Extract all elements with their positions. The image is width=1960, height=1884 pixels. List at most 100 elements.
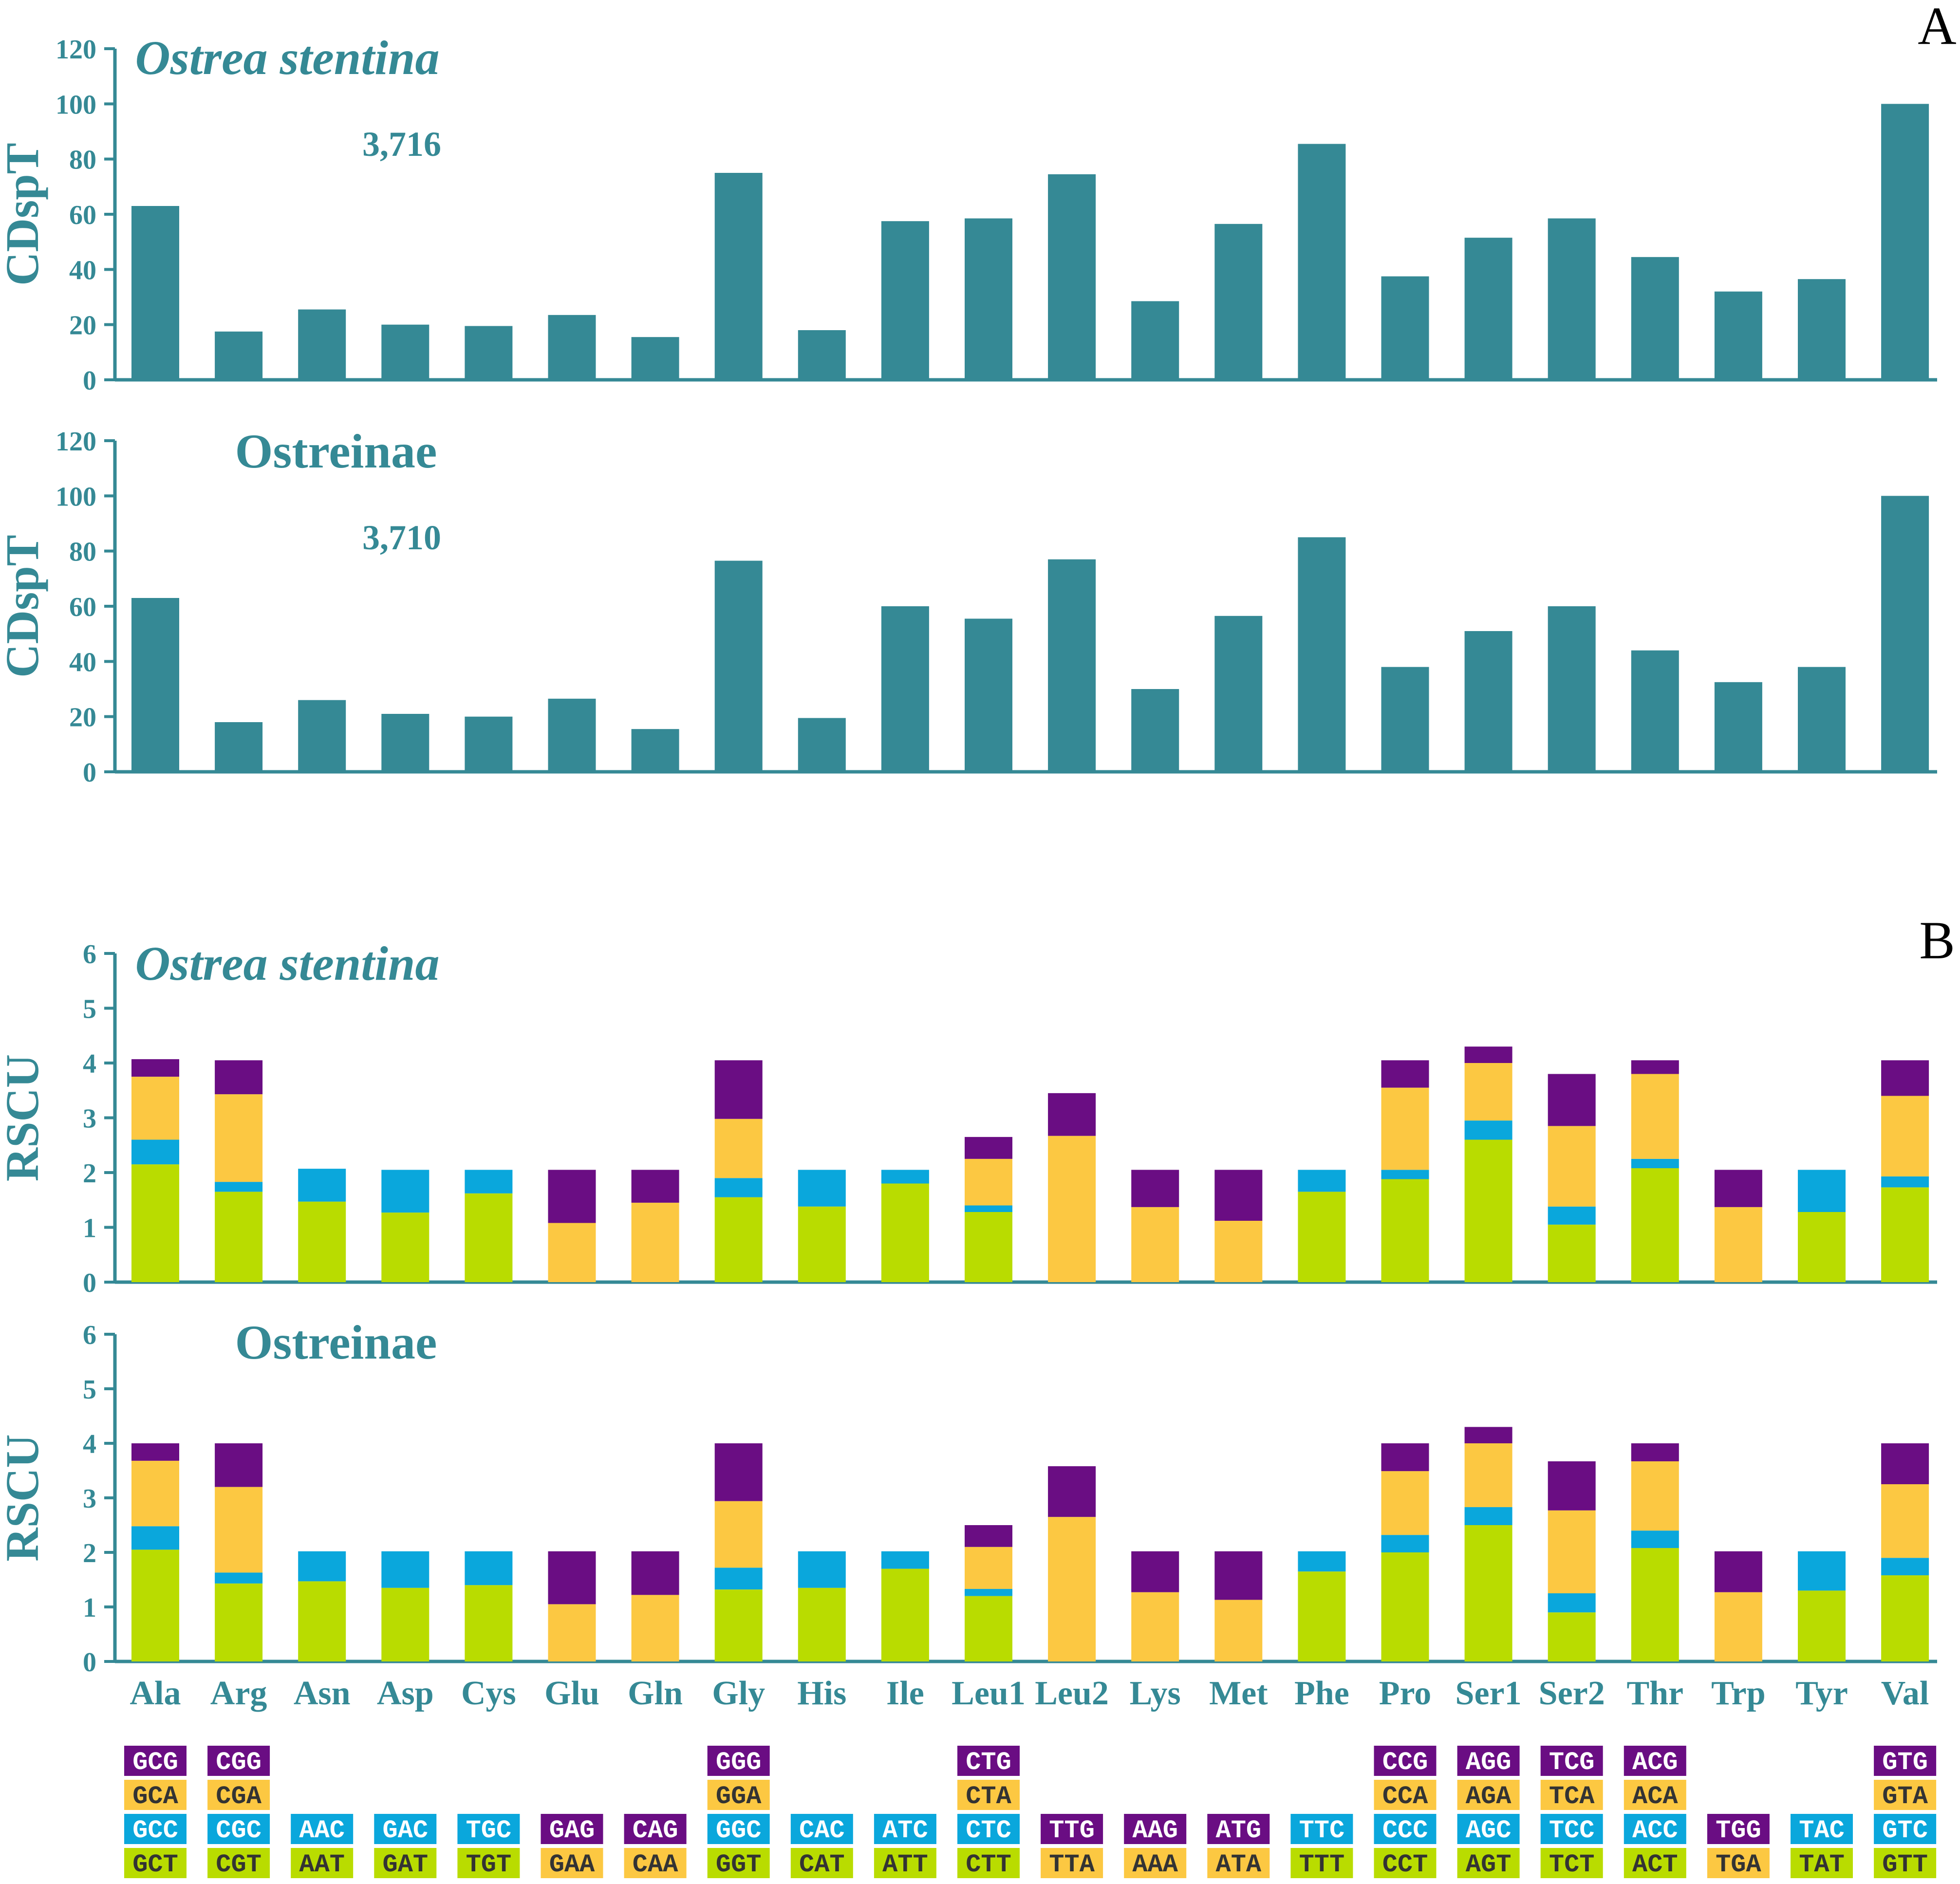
codon-label-tgc: TGC <box>466 1816 512 1845</box>
bar-his <box>798 718 846 772</box>
stack-segment-cys-tgt <box>465 1193 513 1282</box>
stack-segment-asn-aac <box>298 1169 346 1202</box>
x-tick-label-cys: Cys <box>461 1675 516 1712</box>
stack-segment-gln-caa <box>631 1595 679 1661</box>
stack-segment-leu1-cta <box>965 1158 1012 1206</box>
stack-segment-met-atg <box>1214 1551 1263 1600</box>
codon-label-tta: TTA <box>1049 1850 1095 1879</box>
stack-segment-val-gtg <box>1881 1060 1929 1096</box>
codon-box-gat <box>374 1848 437 1878</box>
bar-cys <box>465 326 513 380</box>
stack-segment-val-gtc <box>1881 1176 1929 1188</box>
stack-segment-arg-cgg <box>215 1443 263 1487</box>
stack-segment-arg-cgc <box>215 1572 263 1584</box>
bar-asn <box>298 700 346 772</box>
stack-segment-cys-tgc <box>465 1170 513 1194</box>
codon-label-gcc: GCC <box>132 1816 178 1845</box>
stack-segment-ser2-tct <box>1548 1224 1596 1282</box>
codon-box-ata <box>1207 1848 1270 1878</box>
codon-box-att <box>874 1848 936 1878</box>
codon-label-tga: TGA <box>1716 1850 1761 1879</box>
stack-segment-arg-cga <box>215 1094 263 1182</box>
codon-label-ctc: CTC <box>966 1816 1011 1845</box>
chart-title: Ostreinae <box>235 424 437 478</box>
stack-segment-ala-gcc <box>131 1139 179 1165</box>
y-tick-label: 6 <box>83 1320 96 1350</box>
codon-label-cgt: CGT <box>216 1850 261 1879</box>
x-tick-label-leu1: Leu1 <box>952 1675 1026 1712</box>
stack-segment-ser1-agt <box>1464 1525 1512 1661</box>
y-tick-label: 100 <box>56 482 96 512</box>
y-tick-label: 20 <box>69 311 96 341</box>
codon-label-acc: ACC <box>1632 1816 1678 1845</box>
stack-segment-arg-cgc <box>215 1182 263 1192</box>
codon-box-gcc <box>124 1814 187 1844</box>
stack-segment-arg-cgg <box>215 1060 263 1095</box>
y-tick-label: 2 <box>83 1538 96 1568</box>
stack-segment-ser2-tcc <box>1548 1206 1596 1225</box>
codon-label-ggc: GGC <box>716 1816 762 1845</box>
codon-label-tat: TAT <box>1799 1850 1845 1879</box>
codon-box-atc <box>874 1814 936 1844</box>
x-tick-label-ser1: Ser1 <box>1456 1675 1522 1712</box>
codon-box-tca <box>1540 1780 1603 1810</box>
stack-segment-ala-gcc <box>131 1526 179 1550</box>
bar-asn <box>298 309 346 380</box>
bar-leu2 <box>1048 174 1096 380</box>
stack-segment-thr-acc <box>1631 1158 1679 1168</box>
codon-label-act: ACT <box>1632 1850 1678 1879</box>
stack-segment-thr-acg <box>1631 1443 1679 1461</box>
stack-segment-ser2-tcg <box>1548 1074 1596 1126</box>
panel-label-b: B <box>1919 911 1955 970</box>
stack-segment-ser2-tct <box>1548 1612 1596 1661</box>
stack-segment-pro-ccc <box>1381 1535 1429 1552</box>
codon-label-cga: CGA <box>216 1782 261 1811</box>
codon-label-tcg: TCG <box>1549 1748 1595 1777</box>
y-axis-title: CDspT <box>0 143 48 285</box>
codon-box-ttc <box>1290 1814 1353 1844</box>
y-tick-label: 3 <box>83 1104 96 1134</box>
codon-label-ttg: TTG <box>1049 1816 1095 1845</box>
codon-box-aca <box>1624 1780 1686 1810</box>
chart-title: Ostrea stentina <box>135 31 439 85</box>
codon-label-ggg: GGG <box>716 1748 762 1777</box>
x-tick-label-glu: Glu <box>544 1675 599 1712</box>
bar-glu <box>548 315 596 380</box>
stack-segment-leu2-ttg <box>1048 1093 1096 1136</box>
codon-box-acg <box>1624 1746 1686 1776</box>
stack-segment-tyr-tac <box>1798 1170 1846 1212</box>
stack-segment-ile-atc <box>881 1170 929 1184</box>
codon-box-gca <box>124 1780 187 1810</box>
stack-segment-phe-ttt <box>1298 1192 1346 1282</box>
y-tick-label: 3 <box>83 1484 96 1514</box>
stack-segment-arg-cgt <box>215 1583 263 1661</box>
codon-label-tac: TAC <box>1799 1816 1845 1845</box>
y-tick-label: 120 <box>56 35 96 65</box>
bar-leu2 <box>1048 559 1096 772</box>
stack-segment-trp-tgg <box>1714 1170 1762 1207</box>
stack-segment-pro-cct <box>1381 1179 1429 1282</box>
codon-label-ccc: CCC <box>1382 1816 1428 1845</box>
stack-segment-lys-aaa <box>1131 1592 1179 1661</box>
stack-segment-arg-cgt <box>215 1192 263 1282</box>
bar-phe <box>1298 144 1346 380</box>
stack-segment-glu-gag <box>548 1551 596 1604</box>
stack-segment-asp-gat <box>381 1212 429 1282</box>
y-tick-label: 60 <box>69 200 96 230</box>
bar-glu <box>548 698 596 772</box>
stack-segment-his-cat <box>798 1206 846 1282</box>
bar-pro <box>1381 276 1429 380</box>
codon-box-tgc <box>457 1814 520 1844</box>
codon-box-cta <box>957 1780 1020 1810</box>
codon-box-tcg <box>1540 1746 1603 1776</box>
bar-met <box>1214 224 1263 380</box>
stack-segment-lys-aag <box>1131 1170 1179 1207</box>
y-tick-label: 40 <box>69 647 96 677</box>
stack-segment-thr-acc <box>1631 1530 1679 1548</box>
codon-label-cta: CTA <box>966 1782 1011 1811</box>
codon-box-gaa <box>541 1848 603 1878</box>
stack-segment-phe-ttc <box>1298 1551 1346 1572</box>
stack-segment-arg-cga <box>215 1487 263 1573</box>
codon-label-cgc: CGC <box>216 1816 261 1845</box>
